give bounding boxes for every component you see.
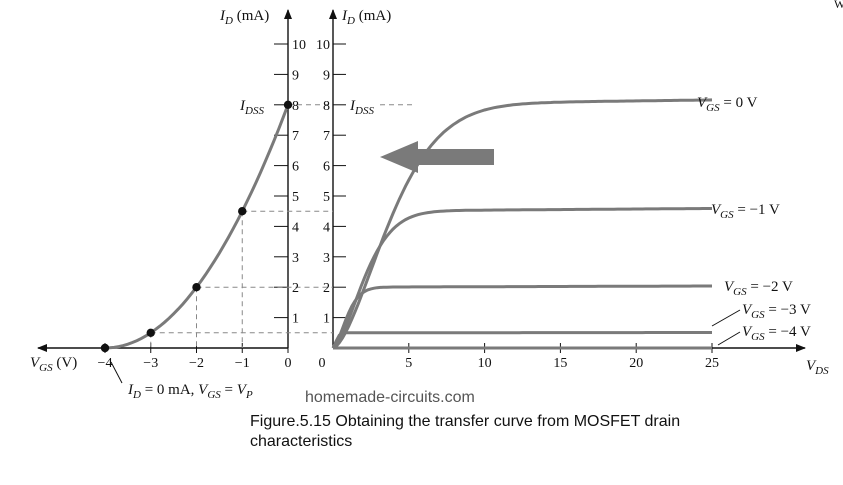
transfer-idss-label: IDSS xyxy=(239,98,264,117)
transfer-point xyxy=(146,328,155,337)
transfer-y-tick-label: 7 xyxy=(292,129,299,144)
series-label: VGS = −2 V xyxy=(724,279,793,298)
drain-curve xyxy=(332,207,712,350)
transfer-x-tick-label: −1 xyxy=(235,356,250,371)
transfer-y-tick-label: 4 xyxy=(292,220,299,235)
pinch-off-annotation: ID = 0 mA, VGS = VP xyxy=(127,382,253,401)
caption-line-2: characteristics xyxy=(250,433,353,450)
drain-y-tick-label: 6 xyxy=(323,160,330,175)
transfer-point xyxy=(283,100,293,110)
drain-y-tick-label: 4 xyxy=(323,220,330,235)
series-leader xyxy=(711,309,741,327)
transfer-curve xyxy=(104,104,290,350)
series-label: VGS = 0 V xyxy=(697,95,758,114)
transfer-point xyxy=(192,283,201,292)
drain-x-tick-label: 10 xyxy=(478,356,492,371)
transfer-x-tick-label: 0 xyxy=(285,356,292,371)
caption-line-1: Figure.5.15 Obtaining the transfer curve… xyxy=(250,413,681,430)
transfer-x-tick-label: −2 xyxy=(189,356,204,371)
drain-y-tick-label: 5 xyxy=(323,190,330,205)
drain-x-tick-label: 25 xyxy=(705,356,719,371)
transfer-x-tick-label: −4 xyxy=(98,356,113,371)
series-label: VGS = −3 V xyxy=(742,302,811,321)
drain-x-tick-label: 15 xyxy=(553,356,567,371)
drain-x-tick-label: 20 xyxy=(629,356,643,371)
transfer-y-axis-label: ID (mA) xyxy=(219,8,269,27)
drain-y-tick-label: 9 xyxy=(323,68,330,83)
drain-y-tick-label: 7 xyxy=(323,129,330,144)
transfer-y-tick-label: 6 xyxy=(292,160,299,175)
drain-y-tick-label: 2 xyxy=(323,281,330,296)
annotation-leader xyxy=(110,361,123,384)
corner-text: W xyxy=(834,0,843,11)
drain-y-tick-label: 8 xyxy=(323,99,330,114)
curves xyxy=(100,98,713,353)
transfer-y-tick-label: 3 xyxy=(292,251,299,266)
drain-x-axis-label: VDS xyxy=(806,358,829,377)
series-label: VGS = −1 V xyxy=(711,202,780,221)
dashed-guides xyxy=(150,104,416,348)
transfer-y-tick-label: 2 xyxy=(292,281,299,296)
transfer-y-tick-label: 10 xyxy=(292,38,306,53)
drain-curve xyxy=(331,331,712,349)
transfer-y-tick-label: 5 xyxy=(292,190,299,205)
transfer-x-axis-label: VGS (V) xyxy=(30,355,77,374)
drain-idss-label: IDSS xyxy=(349,98,374,117)
transfer-point xyxy=(238,207,247,216)
transfer-y-tick-label: 9 xyxy=(292,68,299,83)
labels: 1 2 3 4 5 6 7 8 9 10 1 2 3 4 5 6 7 8 9 10 −4 −3 −2 −1 0 0 5 10 15 20 2… xyxy=(30,8,829,401)
transfer-y-tick-label: 8 xyxy=(292,99,299,114)
transfer-x-tick-label: −3 xyxy=(143,356,158,371)
drain-y-axis-label: ID (mA) xyxy=(341,8,391,27)
transfer-y-tick-label: 1 xyxy=(292,312,299,327)
drain-curve xyxy=(332,98,713,350)
shift-arrow xyxy=(380,141,494,173)
drain-x-tick-label: 5 xyxy=(405,356,412,371)
drain-y-tick-label: 3 xyxy=(323,251,330,266)
drain-origin-label: 0 xyxy=(319,356,326,371)
series-leader xyxy=(717,331,741,346)
figure-caption: Figure.5.15 Obtaining the transfer curve… xyxy=(250,412,810,452)
watermark: homemade-circuits.com xyxy=(305,389,475,406)
drain-y-tick-label: 1 xyxy=(323,312,330,327)
transfer-point xyxy=(100,343,110,353)
series-label: VGS = −4 V xyxy=(742,324,811,343)
drain-curve xyxy=(331,284,712,349)
drain-y-tick-label: 10 xyxy=(316,38,330,53)
